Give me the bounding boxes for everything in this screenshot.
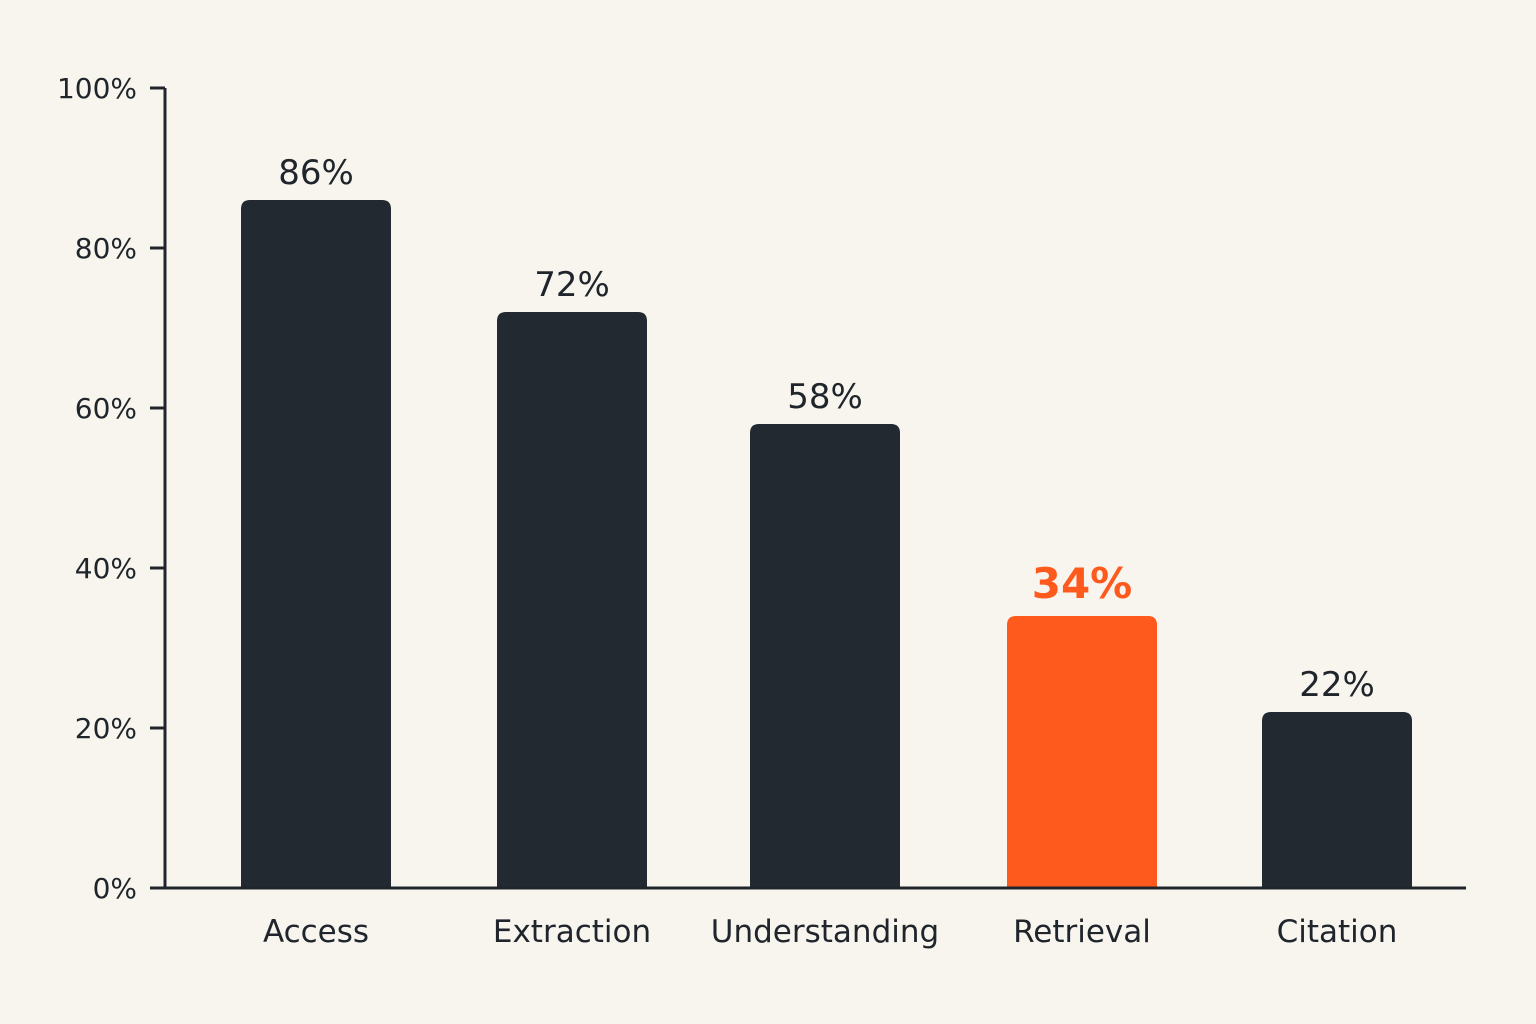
category-label-extraction: Extraction — [493, 914, 651, 950]
bar-understanding — [750, 424, 900, 888]
category-label-access: Access — [263, 914, 369, 950]
value-label-retrieval: 34% — [1032, 559, 1133, 608]
bar-citation — [1262, 712, 1412, 888]
y-tick-label-80: 80% — [75, 232, 137, 265]
value-label-access: 86% — [278, 153, 354, 193]
bar-extraction — [497, 312, 647, 888]
bar-access — [241, 200, 391, 888]
y-tick-label-60: 60% — [75, 392, 137, 425]
y-tick-label-20: 20% — [75, 712, 137, 745]
bar-retrieval — [1007, 616, 1157, 888]
category-label-understanding: Understanding — [711, 914, 939, 950]
value-label-extraction: 72% — [534, 265, 610, 305]
y-tick-label-100: 100% — [57, 72, 137, 105]
category-label-citation: Citation — [1277, 914, 1398, 950]
y-tick-label-0: 0% — [93, 872, 137, 905]
y-tick-label-40: 40% — [75, 552, 137, 585]
value-label-understanding: 58% — [787, 377, 863, 417]
category-label-retrieval: Retrieval — [1013, 914, 1151, 950]
value-label-citation: 22% — [1299, 665, 1375, 705]
